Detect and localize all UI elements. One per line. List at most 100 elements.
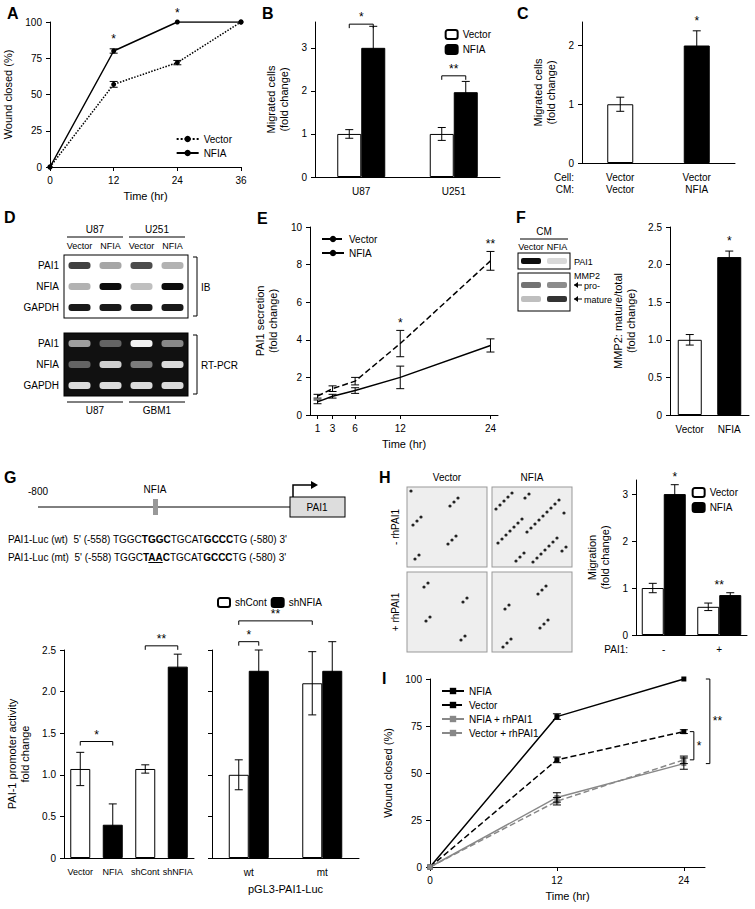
svg-text:Time (hr): Time (hr) bbox=[545, 890, 589, 902]
svg-text:0: 0 bbox=[656, 410, 662, 421]
svg-text:75: 75 bbox=[31, 53, 43, 64]
svg-text:mature: mature bbox=[584, 295, 612, 305]
svg-text:10: 10 bbox=[291, 222, 303, 233]
svg-text:(fold change): (fold change) bbox=[267, 289, 279, 353]
svg-text:U87: U87 bbox=[86, 224, 105, 235]
svg-text:**: ** bbox=[715, 578, 725, 592]
svg-text:3: 3 bbox=[330, 423, 336, 434]
svg-text:*: * bbox=[111, 32, 116, 46]
svg-text:H: H bbox=[379, 469, 391, 486]
svg-text:2.5: 2.5 bbox=[42, 645, 56, 656]
svg-text:U251: U251 bbox=[442, 186, 466, 197]
svg-text:Time (hr): Time (hr) bbox=[123, 190, 167, 202]
svg-text:2: 2 bbox=[568, 40, 574, 51]
svg-text:wt: wt bbox=[243, 867, 254, 878]
svg-text:**: ** bbox=[486, 237, 496, 251]
svg-text:MMP2: MMP2 bbox=[574, 271, 600, 281]
svg-text:NFIA: NFIA bbox=[685, 184, 708, 195]
svg-text:(fold change): (fold change) bbox=[545, 60, 557, 124]
svg-text:PAI1: PAI1 bbox=[38, 260, 59, 271]
svg-text:Vector: Vector bbox=[606, 172, 635, 183]
svg-text:4: 4 bbox=[296, 334, 302, 345]
svg-text:G: G bbox=[4, 469, 16, 486]
svg-text:E: E bbox=[257, 210, 268, 227]
svg-text:2: 2 bbox=[296, 372, 302, 383]
svg-text:+: + bbox=[716, 644, 722, 655]
svg-text:**: ** bbox=[713, 714, 723, 728]
svg-text:NFIA: NFIA bbox=[36, 281, 59, 292]
svg-text:0: 0 bbox=[301, 172, 307, 183]
svg-text:1: 1 bbox=[622, 583, 628, 594]
svg-text:1.0: 1.0 bbox=[42, 769, 56, 780]
svg-text:3: 3 bbox=[301, 42, 307, 53]
svg-text:GAPDH: GAPDH bbox=[23, 380, 59, 391]
svg-text:PAI1:: PAI1: bbox=[604, 644, 628, 655]
svg-text:*: * bbox=[246, 628, 251, 642]
svg-text:*: * bbox=[694, 14, 699, 28]
svg-text:2.0: 2.0 bbox=[42, 686, 56, 697]
svg-text:F: F bbox=[516, 209, 526, 226]
svg-text:0: 0 bbox=[568, 158, 574, 169]
svg-text:Vector: Vector bbox=[463, 29, 492, 40]
svg-text:MMP2: mature/total: MMP2: mature/total bbox=[612, 273, 624, 369]
svg-text:12: 12 bbox=[551, 875, 563, 886]
svg-text:Vector + rhPAI1: Vector + rhPAI1 bbox=[469, 728, 539, 739]
svg-text:50: 50 bbox=[411, 768, 423, 779]
svg-text:75: 75 bbox=[411, 721, 423, 732]
svg-text:*: * bbox=[672, 470, 677, 484]
svg-text:shCont: shCont bbox=[131, 867, 160, 877]
svg-text:shNFIA: shNFIA bbox=[163, 867, 193, 877]
svg-text:Wound closed (%): Wound closed (%) bbox=[2, 50, 14, 140]
svg-text:fold change: fold change bbox=[19, 726, 31, 783]
svg-text:24: 24 bbox=[678, 875, 690, 886]
svg-text:1.0: 1.0 bbox=[648, 334, 662, 345]
svg-text:Vector: Vector bbox=[469, 700, 498, 711]
svg-text:6: 6 bbox=[296, 297, 302, 308]
svg-text:*: * bbox=[727, 234, 732, 248]
svg-text:Migration: Migration bbox=[586, 535, 598, 580]
svg-text:shCont: shCont bbox=[235, 597, 267, 608]
svg-text:Vector: Vector bbox=[67, 241, 93, 251]
svg-text:Vector: Vector bbox=[433, 472, 462, 483]
svg-text:NFIA: NFIA bbox=[463, 44, 486, 55]
svg-text:Vector: Vector bbox=[710, 487, 739, 498]
svg-text:C: C bbox=[517, 5, 529, 22]
svg-text:Vector: Vector bbox=[518, 242, 544, 252]
svg-text:*: * bbox=[359, 10, 364, 24]
svg-text:Vector: Vector bbox=[129, 241, 155, 251]
svg-text:0.5: 0.5 bbox=[648, 372, 662, 383]
svg-text:+ rhPAI1: + rhPAI1 bbox=[390, 592, 401, 631]
svg-text:1: 1 bbox=[315, 423, 321, 434]
svg-text:PAI1: PAI1 bbox=[574, 257, 593, 267]
svg-text:*: * bbox=[398, 316, 403, 330]
svg-text:- rhPAI1: - rhPAI1 bbox=[390, 509, 401, 545]
svg-text:Wound closed (%): Wound closed (%) bbox=[382, 728, 394, 818]
svg-text:2: 2 bbox=[622, 536, 628, 547]
svg-text:IB: IB bbox=[201, 282, 211, 293]
svg-text:NFIA: NFIA bbox=[710, 502, 733, 513]
svg-text:0: 0 bbox=[47, 175, 53, 186]
svg-text:0.5: 0.5 bbox=[42, 811, 56, 822]
svg-text:0: 0 bbox=[296, 410, 302, 421]
svg-text:0: 0 bbox=[416, 862, 422, 873]
svg-text:U87: U87 bbox=[86, 405, 105, 416]
svg-text:PAI-1 promoter activity: PAI-1 promoter activity bbox=[6, 698, 18, 809]
svg-text:NFIA: NFIA bbox=[521, 472, 544, 483]
svg-text:**: ** bbox=[271, 607, 281, 621]
svg-text:Cell:: Cell: bbox=[554, 172, 574, 183]
svg-text:NFIA: NFIA bbox=[162, 241, 183, 251]
svg-text:NFIA + rhPAI1: NFIA + rhPAI1 bbox=[469, 714, 533, 725]
svg-text:-800: -800 bbox=[28, 486, 48, 497]
svg-text:Time (hr): Time (hr) bbox=[382, 438, 426, 450]
svg-text:50: 50 bbox=[31, 89, 43, 100]
svg-text:PAI1: PAI1 bbox=[38, 338, 59, 349]
svg-text:0: 0 bbox=[36, 162, 42, 173]
svg-text:2: 2 bbox=[301, 85, 307, 96]
svg-text:RT-PCR: RT-PCR bbox=[201, 360, 238, 371]
svg-text:I: I bbox=[382, 670, 386, 687]
svg-text:25: 25 bbox=[411, 815, 423, 826]
svg-text:6: 6 bbox=[352, 423, 358, 434]
svg-text:0: 0 bbox=[50, 853, 56, 864]
svg-text:0: 0 bbox=[622, 630, 628, 641]
svg-text:**: ** bbox=[157, 632, 167, 646]
